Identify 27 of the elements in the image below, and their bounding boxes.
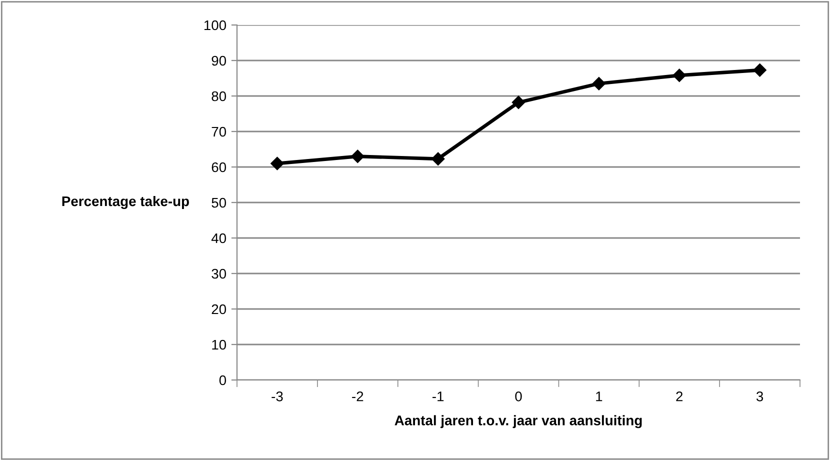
x-tick-label: 2 (676, 391, 683, 402)
y-tick-label: 90 (212, 56, 226, 66)
y-tick-label: 50 (212, 198, 226, 208)
point (753, 63, 766, 77)
y-tick-label: 0 (219, 375, 226, 386)
point (672, 68, 686, 82)
x-tick-label: 0 (515, 391, 522, 402)
x-tick-label: 3 (756, 391, 764, 402)
point (512, 96, 526, 109)
y-tick-label: 60 (212, 162, 226, 172)
point (351, 150, 364, 163)
y-tick-label: 70 (212, 126, 226, 137)
point (431, 152, 445, 166)
y-tick-label: 20 (212, 304, 226, 314)
x-tick-label: -1 (432, 392, 444, 402)
point (592, 76, 606, 90)
y-tick-label: 10 (212, 340, 226, 350)
y-tick-label: 80 (212, 91, 226, 102)
y-tick-label: 40 (211, 233, 226, 244)
x-tick-label: -2 (352, 391, 364, 402)
x-tick-label: -3 (272, 391, 283, 402)
x-axis-title: Aantal jaren t.o.v. jaar van aansluiting (394, 415, 642, 428)
y-axis-title: Percentage take-up (62, 196, 189, 210)
point (270, 156, 284, 170)
y-tick-label: 30 (212, 268, 226, 279)
y-tick-label: 100 (204, 20, 226, 30)
x-tick-label: 1 (596, 392, 602, 402)
